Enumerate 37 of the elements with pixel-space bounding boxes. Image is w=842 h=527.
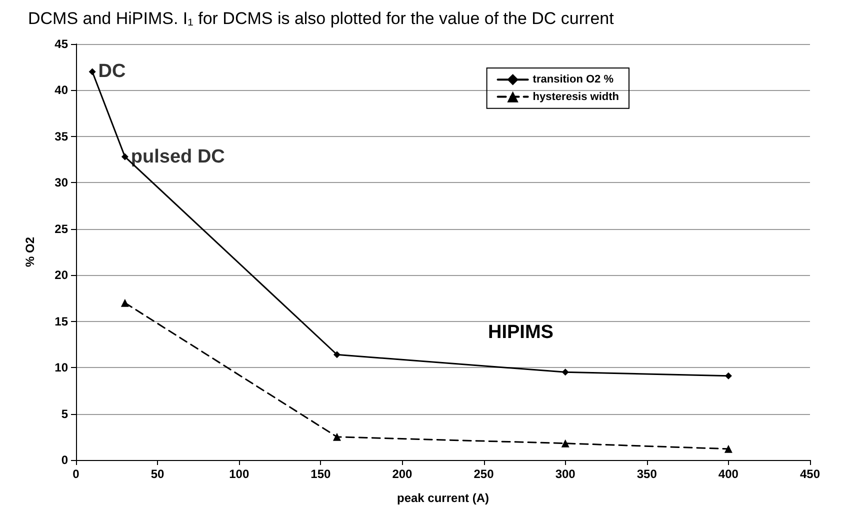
x-axis-title: peak current (A) [396, 491, 490, 505]
x-tick-label: 400 [718, 467, 739, 481]
annotation: pulsed DC [130, 146, 226, 168]
y-tick-label: 0 [61, 453, 68, 467]
x-tick-label: 150 [310, 467, 331, 481]
annotation: DC [98, 61, 126, 82]
point [332, 432, 341, 441]
x-tick-label: 100 [229, 467, 250, 481]
y-tick-label: 5 [61, 406, 68, 421]
y-axis-title: % O2 [23, 236, 37, 268]
text: DCMS and HiPIMS. I₁ for DCMS is also plotted for the value of the DC current [28, 9, 614, 28]
y-tick-label: 40 [54, 83, 68, 98]
point [562, 368, 569, 376]
x-tick-label: 50 [150, 467, 165, 481]
x-tick-label: 300 [555, 467, 576, 481]
y-tick-label: 30 [54, 176, 68, 190]
x-tick-label: 0 [72, 467, 80, 481]
x-tick-label: 450 [800, 467, 820, 481]
y-tick-label: 45 [54, 37, 68, 51]
y-tick-label: 15 [54, 314, 68, 328]
x-tick-label: 250 [474, 467, 494, 481]
legend-label: hysteresis width [532, 90, 620, 103]
point [121, 153, 128, 160]
y-tick-label: 20 [54, 268, 68, 282]
x-tick-label: 200 [392, 467, 413, 481]
x-tick-label: 350 [636, 467, 658, 481]
annotation: HIPIMS [488, 322, 554, 343]
point [561, 439, 570, 448]
legend-label: transition O2 % [532, 74, 614, 86]
point [120, 298, 129, 307]
point [333, 351, 340, 358]
y-tick-label: 35 [54, 129, 68, 144]
y-tick-label: 10 [54, 360, 68, 375]
point [724, 444, 732, 453]
y-tick-label: 25 [54, 222, 68, 236]
point [88, 68, 96, 76]
point [724, 372, 732, 380]
